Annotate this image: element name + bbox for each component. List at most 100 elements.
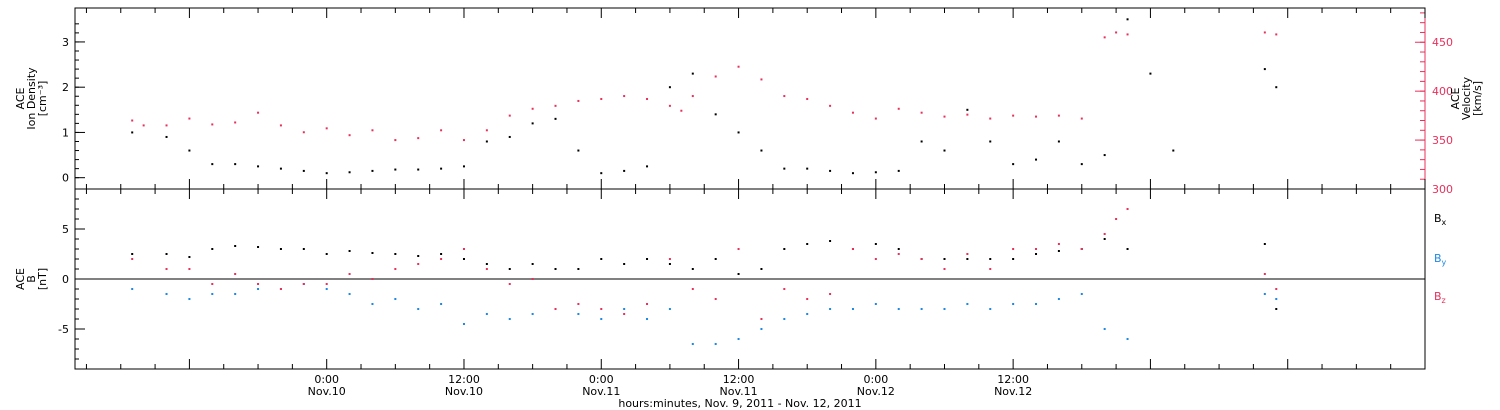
bx-point bbox=[131, 253, 134, 255]
by-point bbox=[943, 308, 946, 310]
bx-point bbox=[325, 253, 328, 255]
velocity-point bbox=[1012, 114, 1015, 117]
density-point bbox=[234, 163, 237, 166]
density-point bbox=[783, 167, 786, 170]
velocity-point bbox=[188, 117, 191, 120]
legend-label-bz: Bz bbox=[1434, 290, 1446, 305]
by-point bbox=[1103, 328, 1106, 330]
velocity-point bbox=[302, 131, 305, 134]
velocity-point bbox=[783, 95, 786, 98]
velocity-point bbox=[165, 124, 168, 127]
by-point bbox=[577, 313, 580, 315]
by-point bbox=[1126, 338, 1129, 340]
bz-point bbox=[417, 263, 420, 265]
density-point bbox=[394, 168, 397, 171]
velocity-point bbox=[760, 78, 763, 81]
density-tick-label: 3 bbox=[62, 36, 69, 49]
velocity-point bbox=[874, 117, 877, 120]
density-point bbox=[1012, 163, 1015, 166]
bz-point bbox=[1080, 248, 1083, 250]
density-point bbox=[874, 171, 877, 174]
by-point bbox=[920, 308, 923, 310]
date-tick-label: Nov.10 bbox=[445, 385, 483, 398]
by-point bbox=[623, 308, 626, 310]
velocity-point bbox=[531, 107, 534, 110]
time-tick-label: 12:00 bbox=[448, 373, 480, 386]
bz-point bbox=[851, 248, 854, 250]
legend-label-by: By bbox=[1434, 252, 1447, 267]
bx-point bbox=[874, 243, 877, 245]
bx-point bbox=[668, 263, 671, 265]
by-point bbox=[508, 318, 511, 320]
bz-point bbox=[600, 308, 603, 310]
bz-point bbox=[714, 298, 717, 300]
by-point bbox=[760, 328, 763, 330]
density-point bbox=[211, 163, 214, 166]
date-tick-label: Nov.11 bbox=[720, 385, 758, 398]
density-point bbox=[806, 167, 809, 170]
bx-point bbox=[897, 248, 900, 250]
density-point bbox=[737, 131, 740, 134]
bz-point bbox=[554, 308, 557, 310]
by-point bbox=[485, 313, 488, 315]
velocity-point bbox=[623, 95, 626, 98]
bx-point bbox=[394, 253, 397, 255]
time-tick-label: 12:00 bbox=[723, 373, 755, 386]
velocity-point bbox=[371, 129, 374, 132]
by-point bbox=[1080, 293, 1083, 295]
bx-point bbox=[1035, 253, 1038, 255]
velocity-axis-label: ACEVelocity[km/s] bbox=[1449, 76, 1484, 120]
bottom-panel: -5 0 5 ACEB[nT] Bx By Bz bbox=[14, 188, 1447, 370]
velocity-point bbox=[234, 121, 237, 124]
by-point bbox=[417, 308, 420, 310]
velocity-point bbox=[897, 107, 900, 110]
velocity-point bbox=[417, 137, 420, 140]
velocity-point bbox=[829, 104, 832, 107]
density-point bbox=[760, 149, 763, 152]
bz-point bbox=[829, 293, 832, 295]
field-legend: Bx By Bz bbox=[1434, 212, 1447, 305]
density-point bbox=[1149, 72, 1152, 75]
velocity-point bbox=[1263, 31, 1266, 34]
bx-point bbox=[806, 243, 809, 245]
by-point bbox=[1035, 303, 1038, 305]
density-point bbox=[668, 86, 671, 89]
bz-point bbox=[1115, 218, 1118, 220]
velocity-axis-ticks: 300 350 400 450 bbox=[1415, 8, 1453, 196]
bz-point bbox=[783, 288, 786, 290]
density-point bbox=[531, 122, 534, 125]
density-tick-label: 2 bbox=[62, 81, 69, 94]
density-point bbox=[1263, 68, 1266, 71]
velocity-point bbox=[211, 123, 214, 126]
bx-point bbox=[783, 248, 786, 250]
density-point bbox=[131, 131, 134, 134]
top-panel-frame bbox=[74, 7, 1426, 190]
density-point bbox=[920, 140, 923, 143]
velocity-point bbox=[508, 114, 511, 117]
density-point bbox=[714, 113, 717, 116]
bx-point bbox=[554, 268, 557, 270]
by-point bbox=[989, 308, 992, 310]
by-point bbox=[897, 308, 900, 310]
density-point bbox=[897, 169, 900, 172]
bx-point bbox=[714, 258, 717, 260]
date-tick-label: Nov.12 bbox=[857, 385, 895, 398]
by-point bbox=[531, 313, 534, 315]
bz-point bbox=[348, 273, 351, 275]
velocity-point bbox=[554, 104, 557, 107]
field-axis-ticks: -5 0 5 bbox=[58, 198, 85, 360]
bx-point bbox=[371, 252, 374, 254]
by-point bbox=[874, 303, 877, 305]
bx-point bbox=[417, 255, 420, 257]
bx-point bbox=[348, 250, 351, 252]
bz-point bbox=[1012, 248, 1015, 250]
density-point bbox=[851, 172, 854, 175]
bx-point bbox=[440, 253, 443, 255]
velocity-point bbox=[691, 95, 694, 98]
bz-point bbox=[211, 283, 214, 285]
bz-point bbox=[394, 268, 397, 270]
density-point bbox=[1080, 163, 1083, 166]
by-point bbox=[1263, 293, 1266, 295]
bx-point bbox=[165, 253, 168, 255]
velocity-point bbox=[257, 111, 260, 114]
